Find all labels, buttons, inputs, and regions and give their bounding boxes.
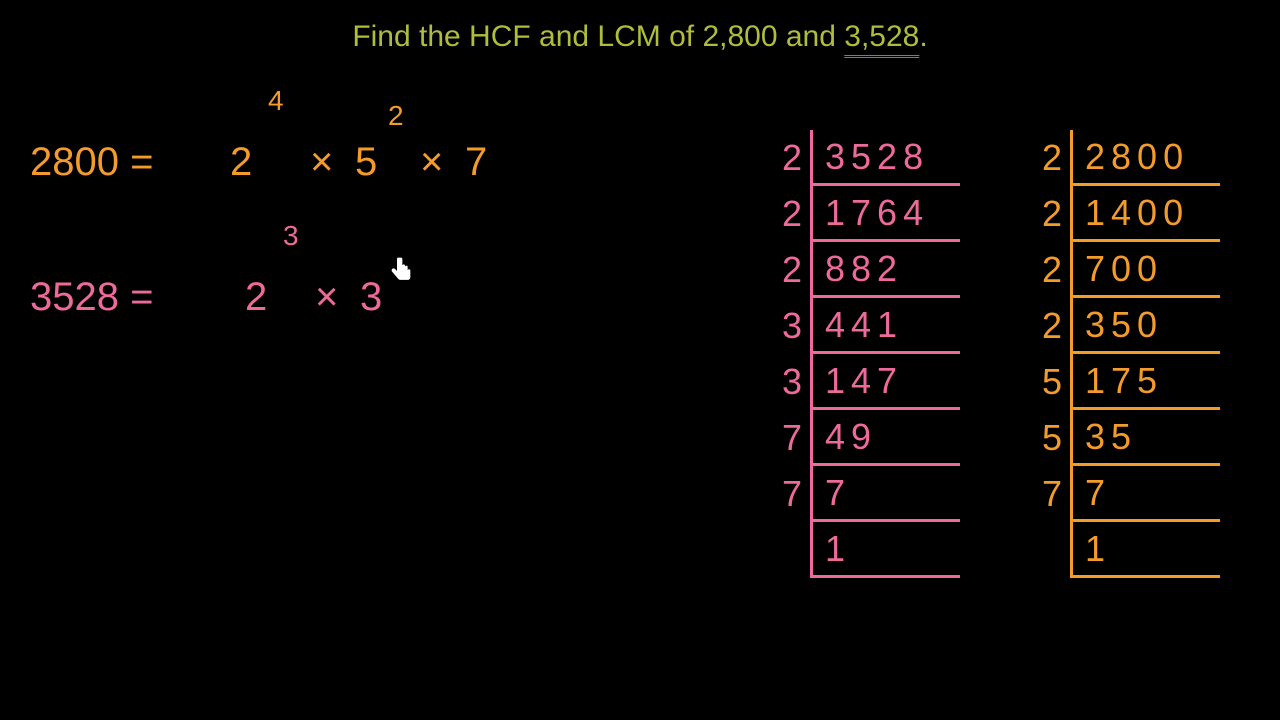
equation-2800: 2800 = [30,140,153,185]
ladder-row: 1 [770,522,960,578]
ladder-row: 2 3528 [770,130,960,186]
ladder-value: 882 [810,242,960,298]
ladder-value: 35 [1070,410,1220,466]
ladder-divisor: 2 [1030,193,1070,235]
ladder-divisor: 3 [770,361,810,403]
ladder-value: 1 [1070,522,1220,578]
ladder-row: 2 1764 [770,186,960,242]
ladder-value: 3528 [810,130,960,186]
ladder-value: 1 [810,522,960,578]
ladder-divisor: 7 [770,473,810,515]
ladder-divisor: 2 [1030,305,1070,347]
ladder-divisor: 7 [1030,473,1070,515]
ladder-value: 441 [810,298,960,354]
ladder-value: 49 [810,410,960,466]
eq2-base2: 3 [360,275,382,320]
ladder-row: 2 700 [1030,242,1220,298]
ladder-row: 2 350 [1030,298,1220,354]
ladder-row: 2 1400 [1030,186,1220,242]
ladder-value: 1400 [1070,186,1220,242]
ladder-value: 175 [1070,354,1220,410]
ladder-value: 700 [1070,242,1220,298]
ladder-divisor: 7 [770,417,810,459]
ladder-row: 2 2800 [1030,130,1220,186]
ladder-value: 1764 [810,186,960,242]
ladder-row: 1 [1030,522,1220,578]
title-underlined: 3,528 [844,20,919,58]
title-suffix: . [919,20,927,53]
factorization-ladder-2800: 2 2800 2 1400 2 700 2 350 5 175 5 35 7 7… [1030,130,1220,578]
eq1-base2: 5 [355,140,377,185]
factorization-ladder-3528: 2 3528 2 1764 2 882 3 441 3 147 7 49 7 7… [770,130,960,578]
ladder-divisor: 2 [1030,137,1070,179]
eq2-base1: 2 [245,275,267,320]
eq1-times2: × [420,140,443,185]
ladder-row: 2 882 [770,242,960,298]
ladder-row: 7 7 [1030,466,1220,522]
ladder-row: 5 175 [1030,354,1220,410]
ladder-divisor: 5 [1030,361,1070,403]
ladder-divisor: 3 [770,305,810,347]
eq1-exp2: 2 [388,100,404,132]
ladder-row: 7 49 [770,410,960,466]
hand-cursor-icon [385,255,417,295]
eq2-times1: × [315,275,338,320]
ladder-row: 5 35 [1030,410,1220,466]
ladder-value: 7 [810,466,960,522]
ladder-divisor: 2 [770,193,810,235]
eq2-exp1: 3 [283,220,299,252]
problem-title: Find the HCF and LCM of 2,800 and 3,528. [352,20,927,54]
equation-3528: 3528 = [30,275,153,320]
eq1-times1: × [310,140,333,185]
eq1-base3: 7 [465,140,487,185]
ladder-divisor: 2 [770,137,810,179]
ladder-value: 350 [1070,298,1220,354]
eq1-exp1: 4 [268,85,284,117]
ladder-divisor: 5 [1030,417,1070,459]
ladder-row: 3 147 [770,354,960,410]
ladder-divisor: 2 [1030,249,1070,291]
ladder-value: 2800 [1070,130,1220,186]
ladder-value: 7 [1070,466,1220,522]
ladder-divisor: 2 [770,249,810,291]
eq2-lhs: 3528 = [30,275,153,319]
ladder-row: 7 7 [770,466,960,522]
title-prefix: Find the HCF and LCM of 2,800 and [352,20,844,53]
ladder-value: 147 [810,354,960,410]
eq1-lhs: 2800 = [30,140,153,184]
eq1-base1: 2 [230,140,252,185]
ladder-row: 3 441 [770,298,960,354]
